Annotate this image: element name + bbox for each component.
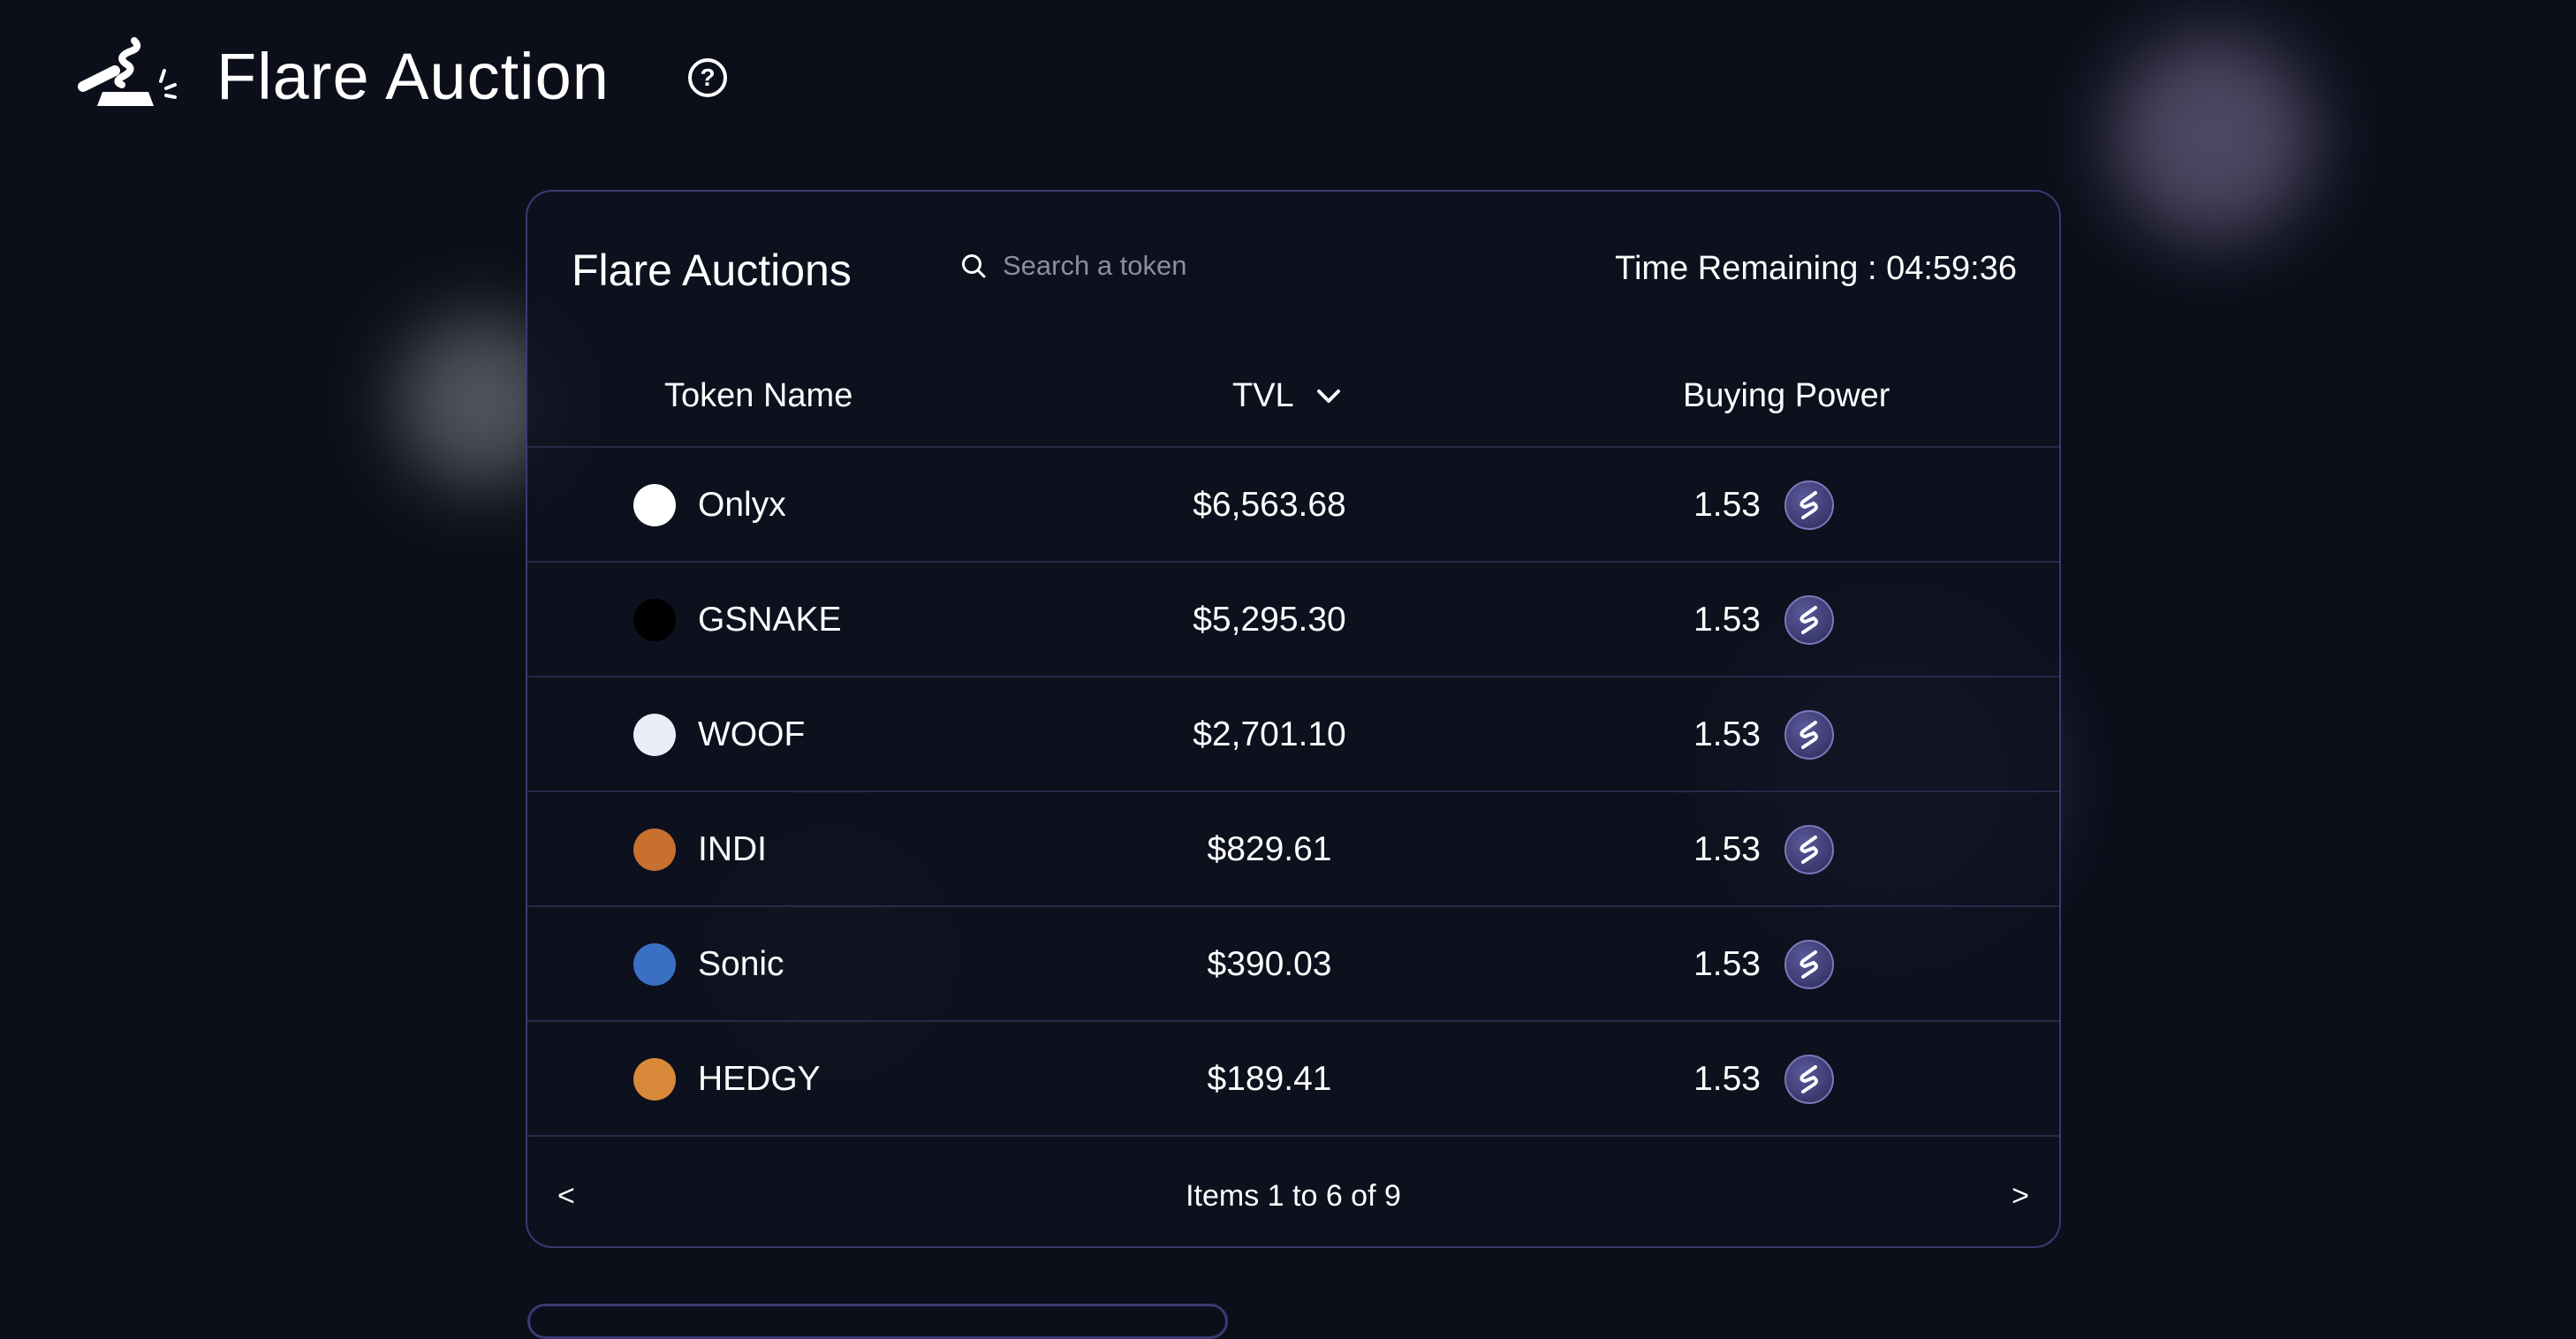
token-logo-icon — [633, 943, 676, 986]
token-name: Onlyx — [698, 486, 786, 524]
prev-page-button[interactable]: < — [557, 1179, 575, 1213]
time-remaining-value: 04:59:36 — [1886, 250, 2017, 287]
next-page-button[interactable]: > — [2012, 1179, 2029, 1213]
token-logo-icon — [633, 1058, 676, 1101]
token-tvl: $829.61 — [1207, 830, 1332, 868]
sonic-token-icon — [1784, 825, 1834, 874]
table-row[interactable]: INDI $829.61 1.53 — [527, 792, 2059, 907]
table-header: Token Name TVL Buying Power — [527, 358, 2059, 448]
search-box[interactable] — [960, 250, 1356, 282]
auctions-card: Flare Auctions Time Remaining : 04:59:36… — [526, 190, 2061, 1248]
sonic-token-icon — [1784, 940, 1834, 989]
token-tvl: $6,563.68 — [1193, 486, 1346, 524]
sonic-token-icon — [1784, 1055, 1834, 1104]
buying-power-value: 1.53 — [1693, 945, 1761, 983]
buying-power-value: 1.53 — [1693, 1060, 1761, 1098]
token-logo-icon — [633, 484, 676, 526]
pagination-info: Items 1 to 6 of 9 — [1186, 1179, 1401, 1213]
token-logo-icon — [633, 828, 676, 871]
token-name: GSNAKE — [698, 601, 842, 639]
search-icon — [962, 254, 986, 278]
table-row[interactable]: Sonic $390.03 1.53 — [527, 907, 2059, 1022]
buying-power-value: 1.53 — [1693, 830, 1761, 868]
token-logo-icon — [633, 714, 676, 756]
pagination: < Items 1 to 6 of 9 > — [527, 1144, 2059, 1246]
buying-power-value: 1.53 — [1693, 486, 1761, 524]
chevron-down-icon — [1316, 389, 1340, 403]
table-row[interactable]: HEDGY $189.41 1.53 — [527, 1022, 2059, 1137]
search-input[interactable] — [1003, 250, 1356, 282]
question-circle-icon[interactable]: ? — [688, 58, 727, 97]
table-row[interactable]: Onlyx $6,563.68 1.53 — [527, 448, 2059, 563]
column-tvl-sort[interactable]: TVL — [1232, 377, 1342, 415]
secondary-card — [527, 1304, 1228, 1339]
buying-power-value: 1.53 — [1693, 601, 1761, 639]
token-name: HEDGY — [698, 1060, 821, 1098]
token-tvl: $5,295.30 — [1193, 601, 1346, 639]
column-tvl-label: TVL — [1232, 377, 1294, 414]
token-logo-icon — [633, 599, 676, 641]
token-name: Sonic — [698, 945, 784, 983]
sonic-token-icon — [1784, 595, 1834, 645]
table-row[interactable]: GSNAKE $5,295.30 1.53 — [527, 563, 2059, 677]
token-tvl: $390.03 — [1207, 945, 1332, 983]
token-tvl: $2,701.10 — [1193, 715, 1346, 753]
token-name: WOOF — [698, 715, 806, 753]
sonic-token-icon — [1784, 710, 1834, 760]
token-name: INDI — [698, 830, 767, 868]
token-tvl: $189.41 — [1207, 1060, 1332, 1098]
buying-power-value: 1.53 — [1693, 715, 1761, 753]
time-remaining-label: Time Remaining : — [1615, 250, 1877, 287]
column-token-name[interactable]: Token Name — [664, 377, 853, 414]
time-remaining: Time Remaining : 04:59:36 — [1615, 250, 2017, 288]
column-buying-power[interactable]: Buying Power — [1683, 377, 1890, 414]
card-title: Flare Auctions — [572, 246, 852, 295]
background-glow — [2111, 35, 2315, 238]
app-title: Flare Auction — [216, 40, 610, 113]
table-row[interactable]: WOOF $2,701.10 1.53 — [527, 677, 2059, 792]
gavel-logo-icon — [78, 37, 177, 106]
sonic-token-icon — [1784, 480, 1834, 530]
